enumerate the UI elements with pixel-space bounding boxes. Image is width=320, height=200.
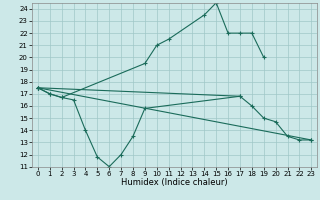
X-axis label: Humidex (Indice chaleur): Humidex (Indice chaleur) <box>121 178 228 187</box>
